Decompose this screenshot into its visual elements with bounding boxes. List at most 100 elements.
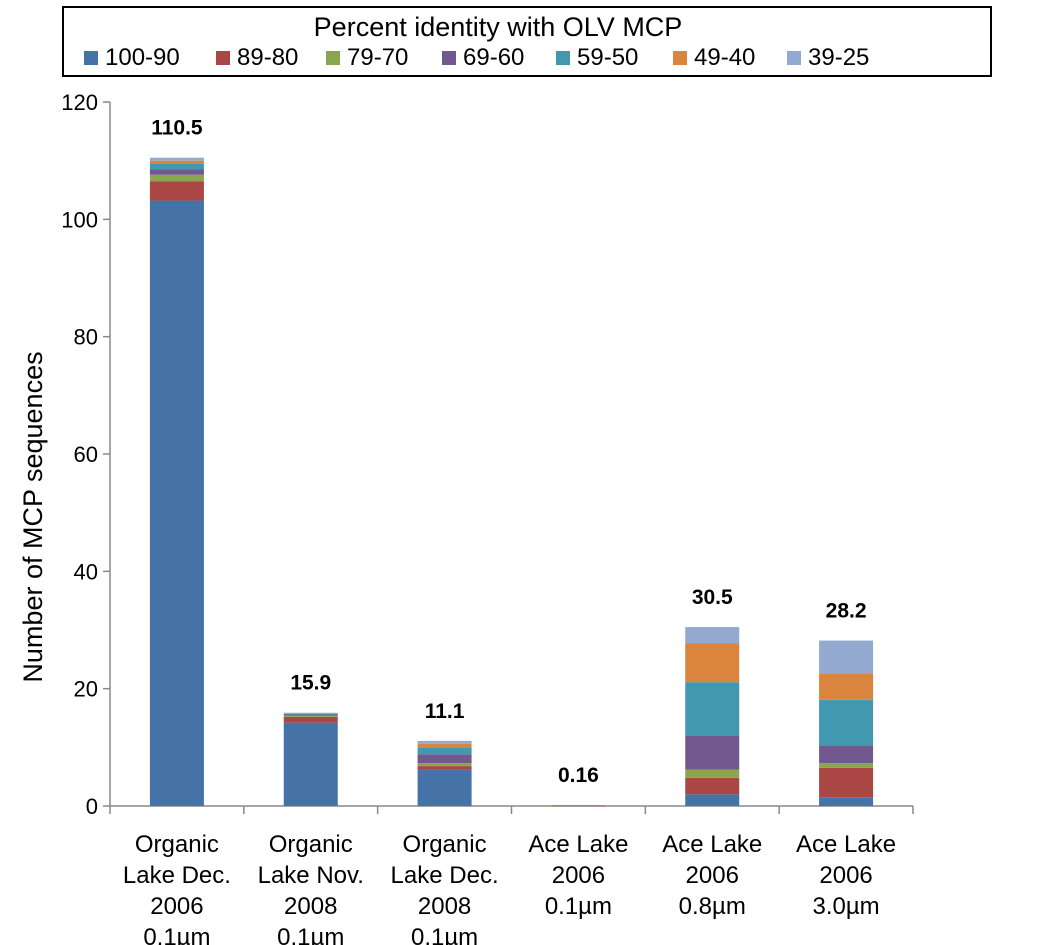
legend-swatch xyxy=(442,51,456,65)
bar-segment-79-70 xyxy=(685,769,740,778)
legend-item-69-60: 69-60 xyxy=(442,44,524,71)
category-label-line: Lake Dec. xyxy=(123,862,231,889)
legend-item-89-80: 89-80 xyxy=(216,44,298,71)
category-label-line: Organic xyxy=(135,831,219,858)
category-label-line: 2006 xyxy=(552,862,605,889)
bar-segment-100-90 xyxy=(283,722,338,806)
bar-segment-79-70 xyxy=(417,763,472,767)
legend-swatch xyxy=(787,51,801,65)
bar-segment-89-80 xyxy=(149,181,204,201)
legend-swatch xyxy=(216,51,230,65)
category-label-line: 2006 xyxy=(150,893,203,920)
bar-segment-49-40 xyxy=(819,674,874,700)
y-tick-label: 0 xyxy=(86,794,98,819)
y-tick-label: 100 xyxy=(61,207,98,232)
category-label-line: Organic xyxy=(269,831,353,858)
bar-segment-69-60 xyxy=(685,735,740,770)
category-label: Ace Lake 2006 3.0µm xyxy=(796,831,896,920)
category-label: Organic Lake Dec. 2008 0.1µm xyxy=(391,831,499,945)
bar-segment-69-60 xyxy=(819,745,874,764)
legend-item-79-70: 79-70 xyxy=(326,44,408,71)
y-tick-label: 20 xyxy=(74,677,98,702)
bar-segment-59-50 xyxy=(417,747,472,755)
bar-segment-59-50 xyxy=(149,163,204,170)
y-tick-label: 40 xyxy=(74,559,98,584)
bar-stack-1 xyxy=(283,712,338,806)
legend-label: 79-70 xyxy=(347,44,408,71)
legend-label: 89-80 xyxy=(237,44,298,71)
bar-segment-39-25 xyxy=(149,157,204,161)
y-tick-label: 120 xyxy=(61,90,98,115)
legend-swatch xyxy=(326,51,340,65)
bar-segment-39-25 xyxy=(417,740,472,744)
total-label: 30.5 xyxy=(692,586,733,609)
category-label-line: 2006 xyxy=(686,862,739,889)
legend-item-49-40: 49-40 xyxy=(673,44,755,71)
category-label-line: Lake Nov. xyxy=(258,862,364,889)
legend-title: Percent identity with OLV MCP xyxy=(314,12,683,42)
category-label: Organic Lake Nov. 2008 0.1µm xyxy=(258,831,364,945)
bar-stack-0 xyxy=(149,157,204,806)
bar-segment-39-25 xyxy=(685,627,740,644)
category-label-line: Ace Lake xyxy=(528,831,628,858)
bar-segment-49-40 xyxy=(685,643,740,683)
category-labels: Organic Lake Dec. 2006 0.1µm Organic Lake Nov… xyxy=(123,831,896,945)
total-label: 110.5 xyxy=(151,117,203,140)
category-label: Organic Lake Dec. 2006 0.1µm xyxy=(123,831,231,945)
category-label-line: 0.1µm xyxy=(545,893,612,920)
legend-label: 39-25 xyxy=(808,44,869,71)
category-label-line: 3.0µm xyxy=(812,893,879,920)
category-label-line: 0.1µm xyxy=(277,924,344,945)
legend-item-39-25: 39-25 xyxy=(787,44,869,71)
legend-item-100-90: 100-90 xyxy=(84,44,180,71)
category-label-line: Ace Lake xyxy=(796,831,896,858)
category-label: Ace Lake 2006 0.8µm xyxy=(662,831,762,920)
legend-label: 100-90 xyxy=(105,44,180,71)
legend-label: 59-50 xyxy=(577,44,638,71)
bar-segment-89-80 xyxy=(685,777,740,795)
category-label-line: 0.1µm xyxy=(411,924,478,945)
total-label: 15.9 xyxy=(290,672,331,695)
category-label-line: Lake Dec. xyxy=(391,862,499,889)
bar-stack-5 xyxy=(819,640,874,806)
bar-segment-100-90 xyxy=(819,797,874,806)
legend-swatch xyxy=(84,51,98,65)
total-label: 28.2 xyxy=(826,600,867,623)
total-label: 11.1 xyxy=(425,700,465,723)
bar-segment-49-40 xyxy=(283,713,338,714)
bar-segment-69-60 xyxy=(417,754,472,764)
bar-segment-59-50 xyxy=(685,682,740,736)
bar-segment-79-70 xyxy=(283,715,338,717)
plot-area: 0 20 40 60 80 100 120 110.5 15.9 11.1 0.16 30.5 28.… xyxy=(61,90,914,945)
bar-segment-89-80 xyxy=(819,767,874,798)
bar-segment-100-90 xyxy=(685,794,740,806)
bar-segment-69-60 xyxy=(149,169,204,175)
bar-stack-3 xyxy=(551,805,606,807)
legend: Percent identity with OLV MCP 100-90 89-8… xyxy=(62,6,992,77)
total-label: 0.16 xyxy=(558,764,599,787)
category-label-line: Organic xyxy=(403,831,487,858)
bar-segment-49-40 xyxy=(149,160,204,164)
bar-segment-39-25 xyxy=(819,640,874,674)
total-labels: 110.5 15.9 11.1 0.16 30.5 28.2 xyxy=(151,117,866,787)
category-label-line: 2008 xyxy=(284,893,337,920)
legend-label: 49-40 xyxy=(694,44,755,71)
bar-stack-2 xyxy=(417,740,472,806)
legend-item-59-50: 59-50 xyxy=(556,44,638,71)
bar-segment-100-90 xyxy=(417,769,472,806)
bar-segment-100-90 xyxy=(149,200,204,806)
y-tick-label: 80 xyxy=(74,325,98,350)
bar-segment-49-40 xyxy=(551,805,606,806)
legend-swatch xyxy=(556,51,570,65)
bar-segment-39-25 xyxy=(283,712,338,714)
legend-label: 69-60 xyxy=(463,44,524,71)
bar-segment-69-60 xyxy=(283,714,338,716)
y-ticks: 0 20 40 60 80 100 120 xyxy=(61,90,110,819)
category-label-line: Ace Lake xyxy=(662,831,762,858)
category-label-line: 0.8µm xyxy=(679,893,746,920)
bar-segment-59-50 xyxy=(819,699,874,746)
category-label-line: 0.1µm xyxy=(143,924,210,945)
bar-segment-79-70 xyxy=(819,763,874,768)
bar-segment-79-70 xyxy=(149,174,204,182)
bar-segment-89-80 xyxy=(283,716,338,723)
